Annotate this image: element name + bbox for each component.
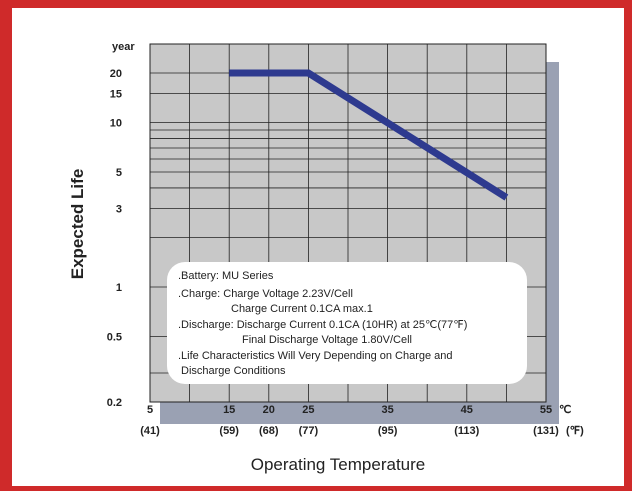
x-unit-c: ℃ bbox=[559, 404, 571, 416]
x-tick-label-c: 15 bbox=[223, 404, 235, 416]
x-tick-label-c: 25 bbox=[302, 404, 314, 416]
note-line: Final Discharge Voltage 1.80V/Cell bbox=[242, 334, 412, 346]
y-tick-label: 10 bbox=[110, 117, 122, 129]
y-tick-label: 20 bbox=[110, 68, 122, 80]
x-unit-f: (℉) bbox=[566, 425, 584, 437]
note-line: Discharge Conditions bbox=[181, 365, 286, 377]
x-tick-label-f: (95) bbox=[378, 425, 398, 437]
y-tick-label: 3 bbox=[116, 204, 122, 216]
x-axis-title: Operating Temperature bbox=[251, 455, 426, 474]
note-line: .Charge: Charge Voltage 2.23V/Cell bbox=[178, 288, 353, 300]
y-tick-label: 0.2 bbox=[107, 397, 122, 409]
x-tick-label-f: (77) bbox=[299, 425, 319, 437]
y-unit-label: year bbox=[112, 41, 135, 53]
life-curve bbox=[229, 69, 509, 201]
x-tick-label-f: (59) bbox=[219, 425, 239, 437]
x-tick-label-f: (113) bbox=[454, 425, 479, 437]
x-tick-label-f: (41) bbox=[140, 425, 160, 437]
x-tick-label-f: (131) bbox=[533, 425, 559, 437]
x-tick-label-c: 55 bbox=[540, 404, 552, 416]
note-line: Charge Current 0.1CA max.1 bbox=[231, 303, 373, 315]
y-tick-label: 0.5 bbox=[107, 332, 122, 344]
x-tick-label-c: 20 bbox=[263, 404, 275, 416]
note-line: .Life Characteristics Will Very Dependin… bbox=[178, 350, 453, 362]
x-tick-label-c: 45 bbox=[461, 404, 473, 416]
x-tick-label-f: (68) bbox=[259, 425, 279, 437]
y-tick-label: 5 bbox=[116, 167, 122, 179]
x-tick-label-c: 35 bbox=[381, 404, 393, 416]
y-axis-title: Expected Life bbox=[68, 169, 87, 280]
notes-box bbox=[167, 262, 527, 384]
note-line: .Battery: MU Series bbox=[178, 270, 274, 282]
note-line: .Discharge: Discharge Current 0.1CA (10H… bbox=[178, 319, 467, 331]
x-tick-label-c: 5 bbox=[147, 404, 153, 416]
y-tick-label: 1 bbox=[116, 282, 122, 294]
y-tick-label: 15 bbox=[110, 89, 122, 101]
